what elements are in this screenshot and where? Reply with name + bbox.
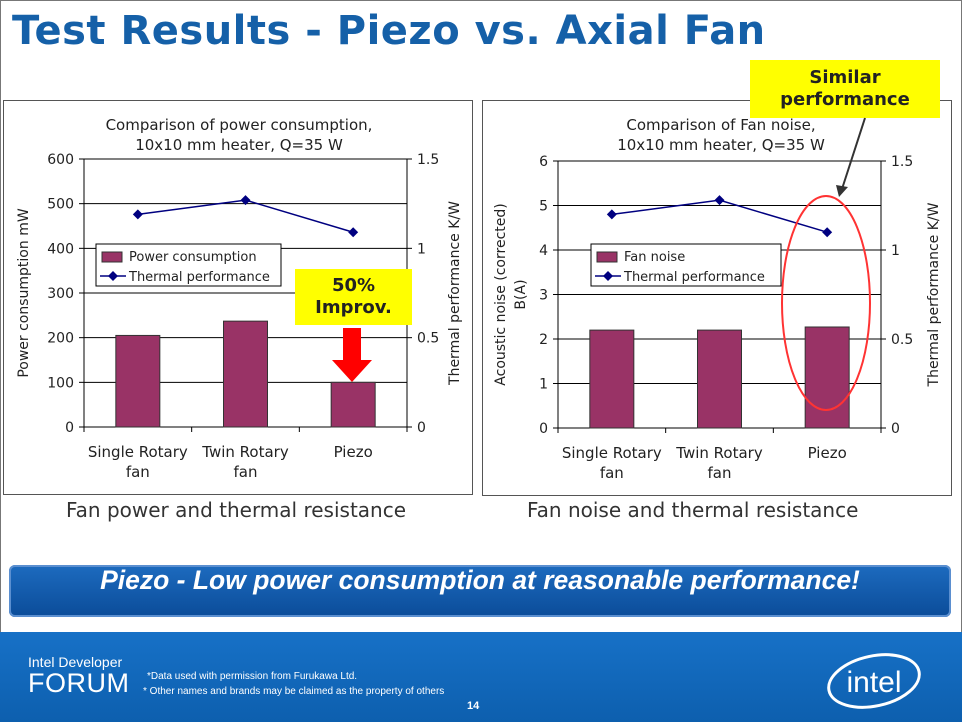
legend-label: Fan noise (624, 250, 685, 265)
y-tick-label: 5 (539, 199, 548, 215)
chart-title-line: Comparison of power consumption, (106, 116, 373, 134)
chart-title-line: 10x10 mm heater, Q=35 W (135, 136, 343, 154)
intel-logo-text: intel (846, 666, 901, 699)
x-tick-label: Piezo (808, 444, 847, 462)
improvement-callout-line1: 50% (331, 275, 376, 296)
y2-tick-label: 0 (417, 420, 426, 436)
y-tick-label: 0 (539, 421, 548, 437)
bar (804, 326, 850, 429)
right-chart-caption: Fan noise and thermal resistance (527, 498, 859, 522)
y2-axis-title: Thermal performance K/W (447, 201, 463, 386)
improvement-callout: 50% Improv. (295, 269, 412, 325)
legend-box (590, 243, 782, 287)
footnote-data-permission: *Data used with permission from Furukawa… (147, 671, 358, 682)
x-tick-label: fan (708, 464, 732, 482)
slide-title: Test Results - Piezo vs. Axial Fan (12, 8, 766, 54)
idf-brand-forum: FORUM (28, 668, 130, 698)
bar (697, 329, 742, 429)
footer-bar (0, 632, 962, 722)
chart-title-line: 10x10 mm heater, Q=35 W (617, 136, 825, 154)
line-point (714, 195, 725, 206)
x-tick-label: Single Rotary (88, 443, 188, 461)
legend-bar-swatch (596, 251, 618, 263)
left-chart-caption: Fan power and thermal resistance (66, 498, 407, 522)
power-consumption-chart: Comparison of power consumption, 10x10 mm… (16, 116, 463, 481)
conclusion-banner-text: Piezo - Low power consumption at reasona… (100, 565, 860, 595)
y-tick-label: 4 (539, 243, 548, 259)
line-point (348, 227, 359, 238)
legend-bar-swatch (101, 251, 123, 263)
y-tick-label: 3 (539, 288, 548, 304)
y-tick-label: 200 (47, 331, 74, 347)
x-tick-label: Twin Rotary (201, 443, 289, 461)
legend-label: Thermal performance (128, 270, 270, 285)
y-tick-label: 300 (47, 286, 74, 302)
noise-chart-panel: Comparison of Fan noise, 10x10 mm heater,… (482, 100, 952, 496)
intel-logo: intel (827, 653, 921, 709)
improvement-callout-line2: Improv. (315, 297, 392, 318)
piezo-highlight-overlay (781, 117, 871, 411)
footnote-trademarks: * Other names and brands may be claimed … (143, 686, 445, 697)
y2-tick-label: 1.5 (891, 154, 913, 170)
legend-label: Thermal performance (623, 270, 765, 285)
y2-tick-label: 0 (891, 421, 900, 437)
legend-box (95, 243, 282, 287)
callout-pointer-arrowhead (836, 185, 848, 197)
y-axis-title: B(A) (513, 279, 529, 309)
idf-brand-small: Intel Developer (28, 654, 123, 670)
y-tick-label: 400 (47, 241, 74, 257)
x-tick-label: fan (234, 463, 258, 481)
y-tick-label: 600 (47, 152, 74, 168)
conclusion-banner: Piezo - Low power consumption at reasona… (9, 565, 951, 617)
y2-tick-label: 1 (417, 241, 426, 257)
y2-tick-label: 1 (891, 243, 900, 259)
similar-performance-callout: Similar performance (750, 60, 940, 118)
page-number: 14 (467, 700, 480, 712)
x-tick-label: Twin Rotary (675, 444, 763, 462)
legend-line-marker (603, 271, 613, 281)
y2-tick-label: 0.5 (417, 331, 439, 347)
line-point (606, 209, 617, 220)
legend-label: Power consumption (129, 250, 257, 265)
y-tick-label: 2 (539, 332, 548, 348)
similar-callout-line2: performance (780, 89, 910, 110)
piezo-highlight-circle (781, 195, 871, 411)
y-tick-label: 1 (539, 377, 548, 393)
fan-noise-chart: Comparison of Fan noise, 10x10 mm heater,… (493, 116, 942, 482)
y-tick-label: 0 (65, 420, 74, 436)
x-tick-label: Single Rotary (562, 444, 662, 462)
y-axis-title: Power consumption mW (16, 208, 32, 378)
similar-callout-line1: Similar (809, 67, 881, 88)
line-point (132, 209, 143, 220)
bar (115, 334, 161, 428)
bar (589, 329, 635, 429)
x-tick-label: fan (600, 464, 624, 482)
x-tick-label: fan (126, 463, 150, 481)
y2-tick-label: 0.5 (891, 332, 913, 348)
line-point (240, 195, 251, 206)
x-tick-label: Piezo (334, 443, 373, 461)
callout-pointer-arrow (841, 117, 866, 190)
y-tick-label: 100 (47, 375, 74, 391)
y-tick-label: 6 (539, 154, 548, 170)
legend-line-marker (108, 271, 118, 281)
y-axis-title: Acoustic noise (corrected) (493, 203, 509, 385)
red-down-arrow (332, 328, 372, 382)
y2-tick-label: 1.5 (417, 152, 439, 168)
y-tick-label: 500 (47, 197, 74, 213)
chart-title-line: Comparison of Fan noise, (626, 116, 815, 134)
bar (330, 381, 376, 428)
bar (223, 320, 268, 428)
y2-axis-title: Thermal performance K/W (926, 202, 942, 387)
line-point (822, 227, 833, 238)
